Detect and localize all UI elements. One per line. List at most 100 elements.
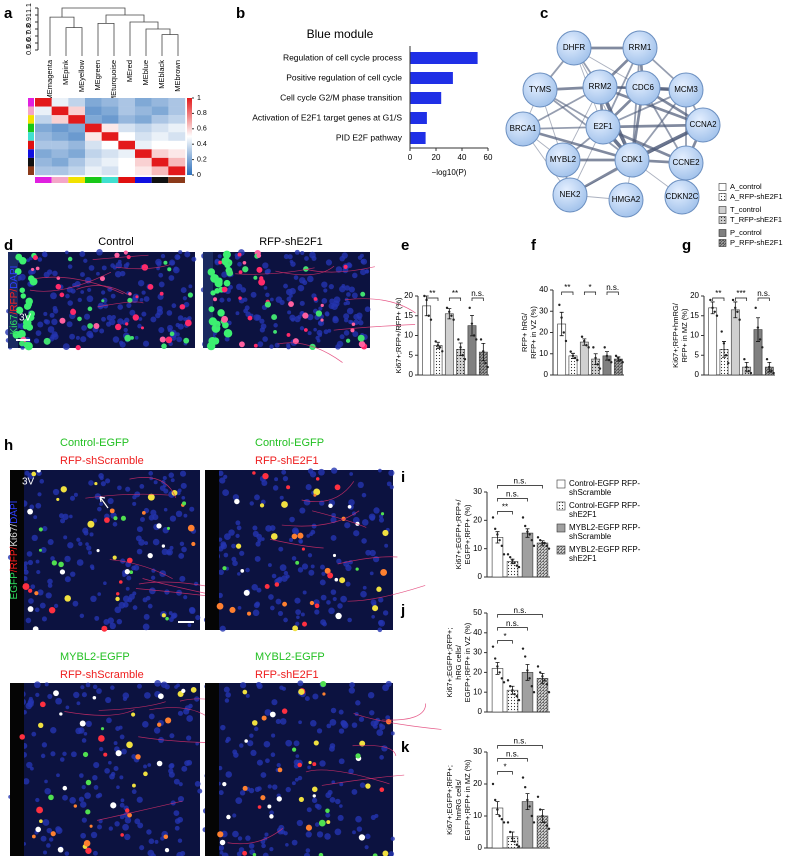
nucleus [236, 525, 242, 531]
legend-swatch [718, 229, 727, 237]
nucleus [379, 755, 384, 760]
nucleus [353, 530, 360, 537]
data-point [532, 544, 536, 548]
nucleus [90, 831, 98, 839]
nucleus [134, 335, 139, 340]
nucleus [325, 259, 333, 266]
module-strip-bottom [35, 177, 52, 183]
labeled-cell [35, 826, 41, 833]
significance-label: n.s. [506, 750, 519, 759]
nucleus [378, 468, 382, 473]
heatmap-cell [168, 140, 186, 150]
legend-label: A_RFP-shE2F1 [730, 192, 783, 201]
heatmap-cell [35, 140, 52, 150]
nucleus [300, 251, 305, 256]
nucleus [336, 558, 342, 564]
nucleus [264, 832, 269, 837]
nucleus [271, 699, 278, 706]
nucleus [79, 613, 85, 619]
heatmap-cell [118, 166, 136, 176]
heatmap-cell [151, 123, 169, 133]
nucleus [173, 266, 179, 271]
nucleus [332, 596, 337, 602]
heatmap-cell [135, 98, 152, 107]
data-point [598, 367, 602, 370]
nucleus [47, 326, 55, 333]
significance-bracket [448, 297, 462, 301]
labeled-cell [226, 814, 231, 820]
nucleus [330, 534, 337, 541]
nucleus [357, 481, 364, 488]
nucleus [328, 283, 334, 290]
bar [730, 309, 740, 376]
ki67-cell [208, 306, 215, 313]
nucleus [306, 807, 312, 813]
labeled-cell [347, 504, 352, 509]
labeled-cell [286, 485, 291, 490]
labeled-cell [360, 291, 366, 297]
nucleus [195, 741, 199, 746]
labeled-cell [101, 299, 105, 303]
nucleus [294, 316, 301, 323]
nucleus [24, 470, 30, 476]
module-strip-left [28, 132, 34, 141]
nucleus [105, 696, 112, 704]
nucleus [43, 271, 50, 278]
y-tick-label: 0.6 [26, 38, 33, 48]
nucleus [369, 710, 375, 716]
labeled-cell [31, 471, 37, 477]
nucleus [155, 258, 162, 266]
labeled-cell [380, 569, 388, 576]
nucleus [173, 778, 180, 785]
module-strip-left [28, 123, 34, 133]
heatmap-cell [151, 166, 169, 176]
labeled-cell [318, 852, 324, 856]
nucleus [351, 722, 358, 728]
labeled-cell [115, 750, 122, 757]
labeled-cell [38, 527, 43, 532]
heatmap-cell [168, 106, 186, 116]
labeled-cell [252, 471, 256, 475]
labeled-cell [179, 304, 186, 310]
nucleus [243, 297, 248, 302]
labeled-cell [357, 334, 365, 342]
heatmap-cell [85, 149, 102, 159]
nucleus [373, 507, 380, 514]
labeled-cell [112, 555, 117, 560]
nucleus [369, 549, 376, 557]
nucleus [266, 268, 271, 274]
network-node [668, 72, 704, 108]
data-point [541, 541, 544, 545]
labeled-cell [276, 796, 282, 802]
data-point [498, 538, 501, 542]
dendrogram-link [97, 23, 115, 56]
labeled-cell [332, 553, 337, 558]
nucleus [48, 837, 54, 842]
nucleus [31, 731, 37, 737]
error-bar [447, 308, 452, 320]
nucleus [124, 817, 132, 824]
panel-letter: h [4, 437, 13, 454]
x-axis-label: −log10(P) [432, 168, 467, 177]
nucleus [33, 338, 40, 344]
labeled-cell [324, 567, 331, 574]
nucleus [50, 727, 57, 734]
nucleus [294, 777, 299, 782]
labeled-cell [32, 255, 38, 261]
data-point [496, 533, 499, 536]
heatmap-cell [85, 98, 102, 107]
nucleus [374, 720, 379, 726]
nucleus [299, 507, 306, 514]
data-point [515, 843, 518, 846]
data-point [731, 298, 735, 302]
nucleus [262, 262, 269, 269]
y-axis-label: EGFP+;RFP+ (%) [463, 504, 472, 565]
data-point [526, 530, 529, 533]
labeled-cell [27, 606, 34, 612]
y-tick-label: 10 [473, 811, 482, 820]
data-point [569, 350, 572, 353]
nucleus [109, 622, 116, 630]
nucleus [244, 305, 250, 311]
nucleus [37, 321, 44, 328]
significance-bracket [497, 745, 543, 749]
